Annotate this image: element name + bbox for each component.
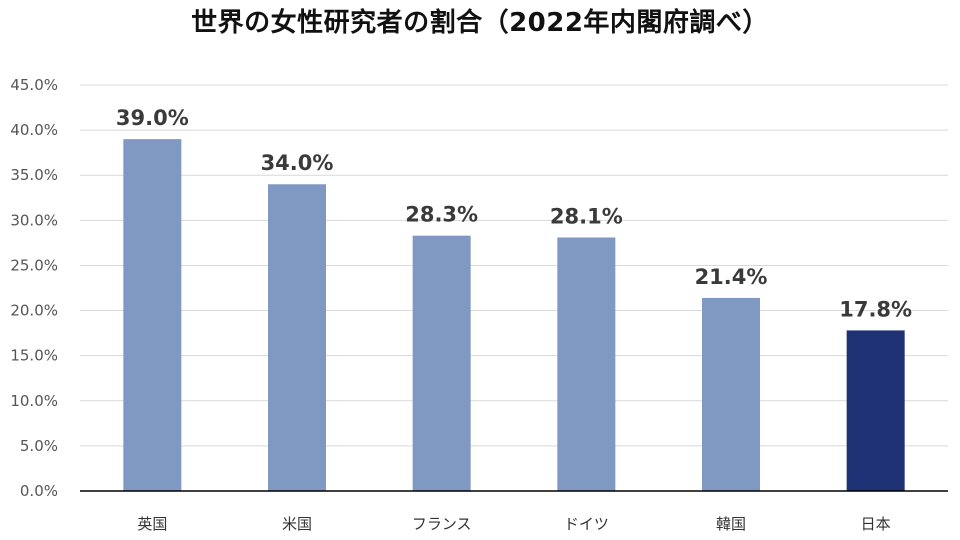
y-tick-label: 10.0% xyxy=(10,392,58,410)
category-label: 韓国 xyxy=(716,515,746,533)
y-tick-label: 20.0% xyxy=(10,302,58,320)
data-label: 34.0% xyxy=(261,151,334,175)
x-axis-category-labels: 英国 米国 フランス ドイツ 韓国 日本 xyxy=(137,515,890,533)
data-label: 28.1% xyxy=(550,204,623,228)
bar xyxy=(702,297,760,491)
y-tick-label: 5.0% xyxy=(20,437,58,455)
bar xyxy=(846,330,905,491)
category-label: 日本 xyxy=(861,515,891,533)
category-label: 米国 xyxy=(282,515,312,533)
data-label: 28.3% xyxy=(405,203,478,227)
y-tick-label: 35.0% xyxy=(10,166,58,184)
bars xyxy=(123,139,905,491)
data-label: 39.0% xyxy=(116,106,189,130)
y-tick-label: 30.0% xyxy=(10,211,58,229)
category-label: 英国 xyxy=(137,515,167,533)
data-label: 21.4% xyxy=(695,265,768,289)
category-label: ドイツ xyxy=(564,515,609,533)
bar xyxy=(412,235,471,491)
gridlines xyxy=(80,84,948,447)
chart-title: 世界の女性研究者の割合（2022年内閣府調べ） xyxy=(191,8,769,38)
y-axis-tick-labels: 0.0% 5.0% 10.0% 15.0% 20.0% 25.0% 30.0% 35.0% 40… xyxy=(10,76,58,500)
y-tick-label: 40.0% xyxy=(10,121,58,139)
bar xyxy=(123,139,182,491)
y-tick-label: 25.0% xyxy=(10,256,58,274)
data-label: 17.8% xyxy=(839,297,912,321)
bar xyxy=(268,184,326,491)
bar xyxy=(557,237,616,491)
data-labels: 39.0% 34.0% 28.3% 28.1% 21.4% 17.8% xyxy=(116,106,912,321)
category-label: フランス xyxy=(412,515,472,533)
y-tick-label: 15.0% xyxy=(10,347,58,365)
y-tick-label: 0.0% xyxy=(20,482,58,500)
y-tick-label: 45.0% xyxy=(10,76,58,94)
